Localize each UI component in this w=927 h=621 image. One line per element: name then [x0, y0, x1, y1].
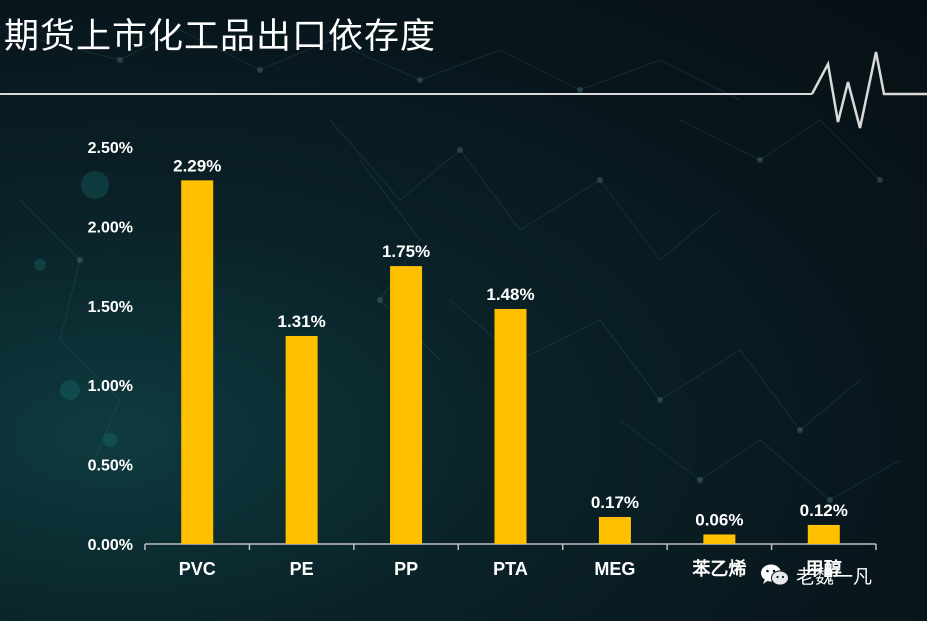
bar: [703, 534, 736, 544]
x-category-label: PE: [290, 559, 314, 579]
bar: [807, 524, 840, 544]
data-label: 0.06%: [695, 510, 743, 529]
x-category-label: PP: [394, 559, 418, 579]
x-axis: PVC PE PP PTA MEG 苯乙烯 甲醇: [144, 543, 877, 579]
data-label: 1.48%: [486, 285, 534, 304]
watermark: 老魏一凡: [760, 562, 872, 589]
y-tick-label: 0.00%: [88, 537, 133, 554]
bar: [181, 180, 214, 544]
x-category-label: PTA: [493, 559, 528, 579]
y-axis: 0.00% 0.50% 1.00% 1.50% 2.00% 2.50%: [88, 140, 133, 554]
data-label: 2.29%: [173, 156, 221, 175]
x-category-label: 甲醇: [806, 558, 842, 579]
x-category-label: PVC: [179, 559, 216, 579]
page-title: 期货上市化工品出口依存度: [4, 17, 437, 57]
y-tick-label: 1.00%: [88, 378, 133, 395]
y-tick-label: 2.00%: [88, 219, 133, 236]
data-label: 1.31%: [278, 312, 326, 331]
y-tick-label: 0.50%: [88, 458, 133, 475]
bar: [598, 517, 631, 544]
bar: [390, 266, 423, 544]
data-label: 0.12%: [800, 501, 848, 520]
data-label: 0.17%: [591, 493, 639, 512]
x-category-label: 苯乙烯: [691, 558, 746, 579]
bar: [285, 335, 318, 544]
bar: [494, 308, 527, 544]
x-category-label: MEG: [594, 559, 635, 579]
wechat-icon: [761, 564, 789, 585]
heartbeat-icon: [810, 51, 927, 129]
watermark-text: 老魏一凡: [796, 566, 873, 588]
data-label: 1.75%: [382, 242, 430, 261]
bar-series: [181, 180, 840, 544]
y-tick-label: 2.50%: [88, 140, 133, 157]
data-labels: 2.29% 1.31% 1.75% 1.48% 0.17% 0.06% 0.12%: [173, 156, 848, 529]
y-tick-label: 1.50%: [88, 299, 133, 316]
